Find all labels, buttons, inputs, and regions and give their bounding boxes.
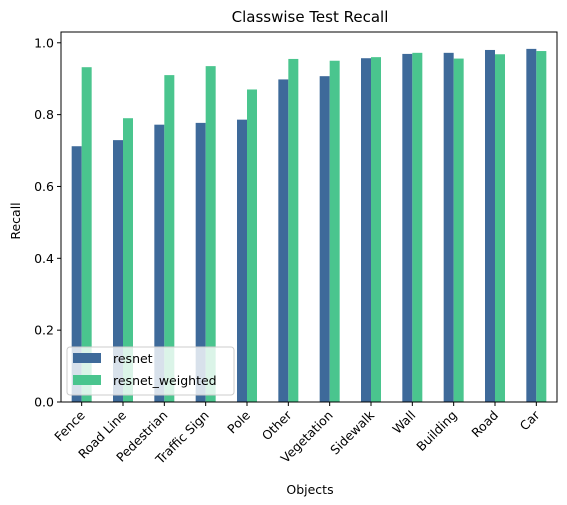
x-tick-label-car: Car — [517, 407, 543, 433]
x-tick-label-pole: Pole — [224, 407, 253, 436]
bar-resnet-weighted-traffic-sign — [205, 66, 216, 402]
bar-resnet-road — [485, 49, 495, 403]
y-tick-label: 0.2 — [34, 323, 54, 338]
bar-resnet-wall — [402, 53, 413, 402]
bar-resnet-sidewalk — [361, 58, 371, 402]
bar-resnet-weighted-pole — [247, 89, 257, 402]
bar-resnet-fence — [71, 146, 82, 402]
bar-resnet-weighted-road — [495, 54, 505, 403]
bar-resnet-other — [278, 79, 289, 403]
bar-resnet-traffic-sign — [195, 122, 206, 402]
y-axis-ticks: 0.0 0.2 0.4 0.6 0.8 1.0 — [34, 35, 61, 410]
bars-group — [71, 48, 547, 403]
legend: resnet resnet_weighted — [66, 346, 235, 396]
y-tick-label: 0.6 — [34, 179, 54, 194]
bar-resnet-weighted-wall — [412, 52, 423, 402]
y-tick-label: 0.4 — [34, 251, 54, 266]
bar-resnet-weighted-pedestrian — [164, 75, 175, 403]
x-tick-label-wall: Wall — [389, 408, 418, 437]
bar-resnet-weighted-vegetation — [329, 60, 340, 403]
bar-resnet-weighted-building — [453, 58, 464, 402]
legend-label-resnet: resnet — [113, 351, 153, 366]
y-tick-label: 0.8 — [34, 107, 54, 122]
legend-swatch-resnet-weighted — [73, 375, 101, 385]
bar-resnet-pedestrian — [154, 124, 165, 403]
y-tick-label: 1.0 — [34, 35, 54, 50]
y-axis-label: Recall — [8, 202, 23, 239]
y-tick-label: 0.0 — [34, 395, 54, 410]
legend-box — [66, 346, 235, 396]
x-tick-label-road: Road — [468, 408, 501, 441]
bar-resnet-weighted-fence — [81, 67, 92, 402]
bar-resnet-road-line — [113, 140, 123, 402]
bar-resnet-car — [526, 48, 537, 402]
bar-resnet-building — [443, 52, 454, 402]
x-tick-label-building: Building — [413, 408, 459, 454]
x-tick-label-other: Other — [259, 407, 295, 443]
x-tick-label-sidewalk: Sidewalk — [327, 407, 377, 457]
plot-frame — [60, 31, 558, 403]
bar-resnet-vegetation — [319, 76, 330, 403]
bar-resnet-weighted-road-line — [123, 118, 133, 403]
x-tick-label-fence: Fence — [51, 407, 88, 444]
legend-swatch-resnet — [73, 353, 101, 363]
bar-resnet-pole — [237, 119, 247, 403]
legend-label-resnet-weighted: resnet_weighted — [113, 373, 217, 388]
bar-resnet-weighted-car — [536, 51, 547, 402]
bar-resnet-weighted-other — [288, 58, 299, 402]
chart-title: Classwise Test Recall — [232, 8, 389, 26]
bar-resnet-weighted-sidewalk — [371, 57, 381, 403]
x-axis-label: Objects — [286, 482, 333, 497]
